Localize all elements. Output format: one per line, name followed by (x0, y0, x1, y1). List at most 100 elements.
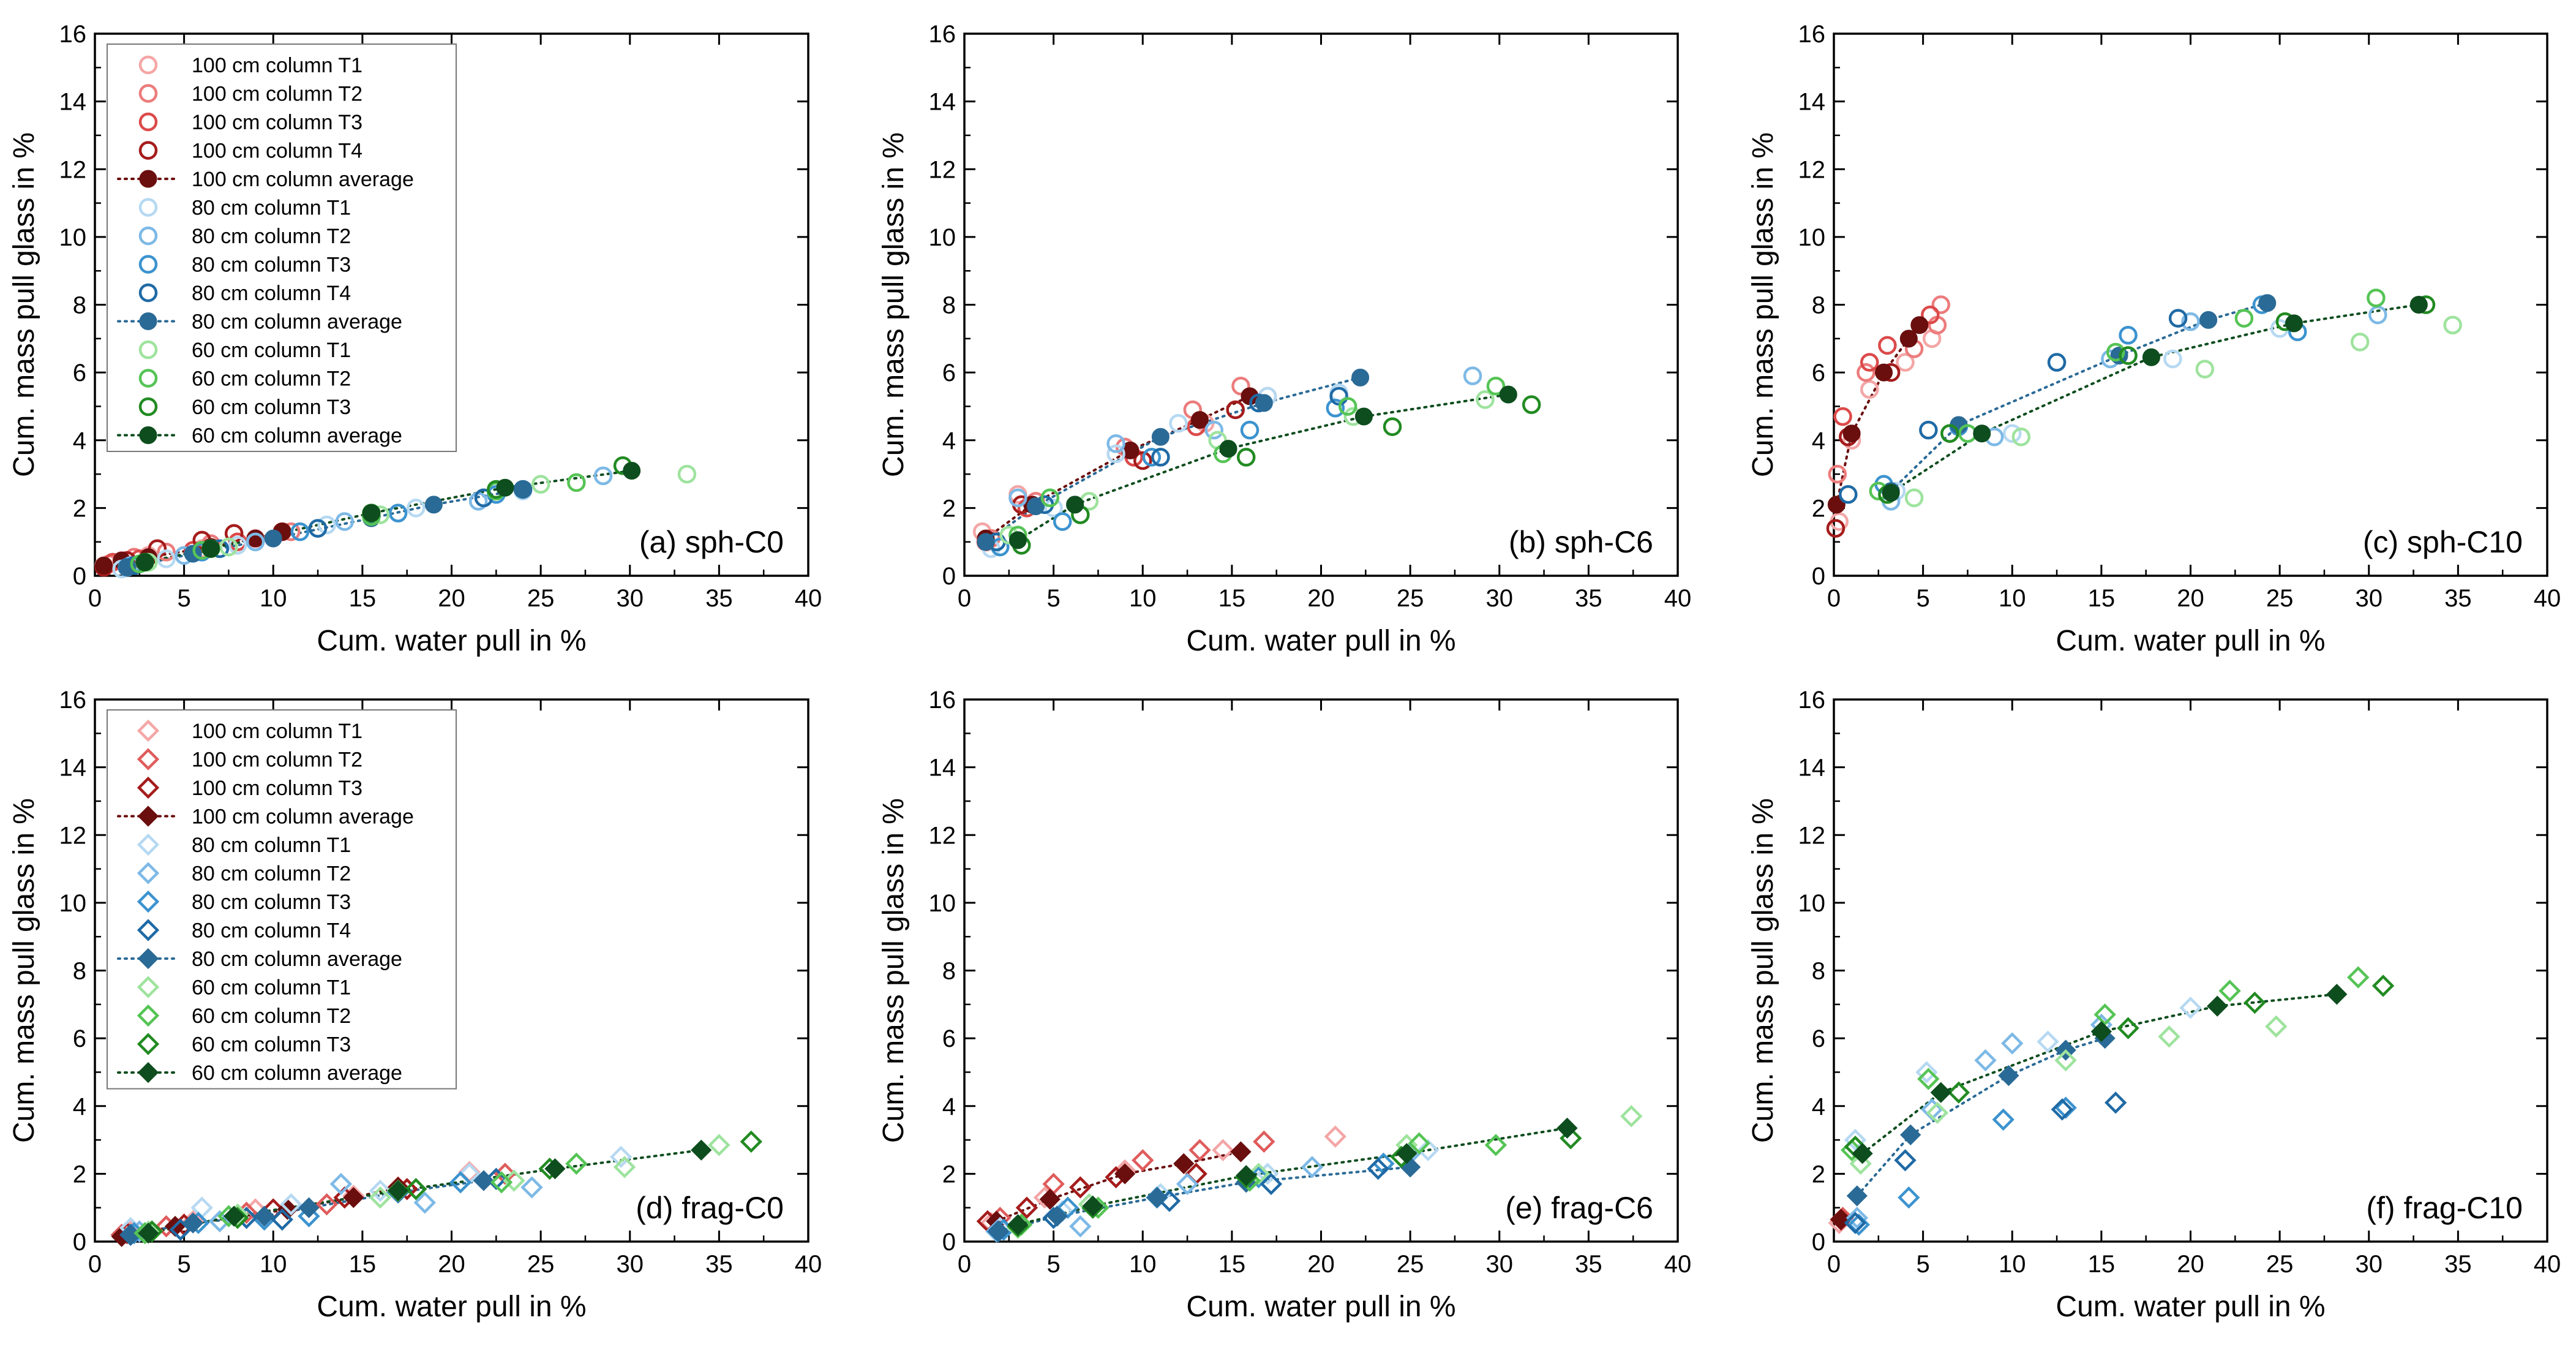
data-point (1176, 1172, 1199, 1196)
legend-marker-swatch (137, 805, 159, 827)
data-point (1826, 519, 1846, 538)
data-point (1417, 1139, 1440, 1161)
data-point (1857, 363, 1876, 382)
data-point (2258, 294, 2277, 312)
legend-label: 80 cm column T2 (192, 862, 351, 886)
data-point (1921, 305, 1940, 325)
data-point (1255, 394, 1273, 412)
data-point (567, 473, 586, 492)
data-point (413, 1191, 436, 1214)
plot-area-frame (963, 698, 1679, 1243)
y-tick-label: 10 (1798, 224, 1826, 251)
data-point (228, 535, 247, 555)
y-tick-label: 6 (942, 1025, 956, 1052)
data-point (1860, 353, 1879, 372)
legend-box (107, 43, 457, 452)
data-point (1230, 1141, 1252, 1163)
legend-marker-swatch (137, 1033, 160, 1055)
x-tick-label: 0 (88, 585, 102, 612)
legend-label: 80 cm column T1 (192, 834, 351, 857)
data-point (290, 522, 310, 541)
legend-label: 60 cm column T3 (192, 396, 351, 419)
chart-panel-1: 0 5 10 15 20 25 30 35 40 0 2 4 6 8 10 12 14 16 Cum. water … (8, 21, 822, 657)
y-tick-label: 16 (1798, 687, 1826, 714)
data-point (317, 515, 336, 535)
data-point (1846, 1207, 1869, 1229)
y-tick-label: 12 (1798, 156, 1826, 183)
data-point (1476, 390, 1495, 409)
y-tick-label: 2 (1812, 1161, 1825, 1188)
panel-label: (a) sph-C0 (639, 525, 784, 559)
x-tick-label: 35 (705, 585, 733, 612)
data-point (740, 1130, 762, 1153)
data-point (1910, 316, 1929, 334)
data-point (369, 1179, 392, 1202)
data-point (138, 1223, 159, 1244)
data-point (1151, 448, 1170, 467)
data-point (1236, 1165, 1257, 1186)
y-tick-label: 12 (929, 156, 956, 183)
x-tick-label: 0 (1827, 585, 1841, 612)
data-point (2104, 1092, 2127, 1114)
legend-entry: 80 cm column T3 (137, 890, 351, 914)
y-tick-label: 12 (929, 822, 956, 849)
data-point (1146, 1186, 1168, 1209)
data-point (2350, 333, 2370, 352)
x-tick-label: 5 (178, 585, 191, 612)
legend-marker-swatch (138, 369, 158, 388)
x-tick-label: 25 (2266, 585, 2294, 612)
legend-label: 100 cm column T2 (192, 83, 362, 106)
series-trend-line (126, 488, 524, 569)
data-point (1484, 1134, 1508, 1156)
y-tick-label: 12 (59, 822, 87, 849)
y-tick-label: 12 (1798, 822, 1826, 849)
y-tick-label: 8 (1812, 958, 1825, 985)
legend-label: 60 cm column T1 (192, 976, 351, 1000)
data-point (1039, 1188, 1061, 1210)
legend-label: 60 cm column average (192, 1062, 402, 1085)
data-point (280, 1193, 302, 1216)
legend: 100 cm column T1 100 cm column T2 100 cm c… (107, 709, 457, 1090)
data-point (335, 512, 354, 531)
data-point (1620, 1105, 1643, 1128)
legend: 100 cm column T1 100 cm column T2 100 cm c… (107, 43, 457, 452)
data-point (1240, 420, 1260, 440)
y-tick-label: 8 (942, 292, 956, 319)
data-point (1354, 407, 1373, 426)
x-tick-label: 5 (1917, 585, 1930, 612)
data-point (2163, 349, 2182, 369)
data-point (1082, 1195, 1103, 1217)
data-point (219, 537, 238, 557)
data-point (1226, 400, 1245, 420)
y-tick-label: 6 (1812, 1025, 1825, 1052)
x-axis-label: Cum. water pull in % (2056, 625, 2325, 657)
data-point (1219, 440, 1237, 458)
data-point (2179, 997, 2202, 1019)
data-point (1860, 380, 1879, 399)
y-tick-label: 14 (929, 755, 956, 782)
plot-area-frame (1833, 698, 2548, 1243)
data-point (2409, 296, 2428, 314)
x-tick-label: 40 (2534, 585, 2561, 612)
y-tick-label: 10 (59, 224, 87, 251)
legend-entry: 60 cm column T2 (138, 368, 351, 391)
data-point (1992, 1108, 2015, 1131)
legend-label: 80 cm column T4 (192, 919, 351, 943)
data-point (1169, 413, 1188, 433)
data-point (2218, 979, 2241, 1002)
data-point (1917, 1068, 1940, 1090)
data-point (308, 519, 328, 538)
data-point (1173, 1153, 1195, 1174)
data-point (1463, 366, 1482, 385)
data-point (1875, 363, 1893, 382)
legend-marker-swatch (137, 1062, 159, 1084)
series-trend-line (1890, 301, 2269, 492)
legend-marker-swatch (138, 283, 158, 303)
x-axis-label: Cum. water pull in % (2056, 1291, 2325, 1323)
data-point (264, 529, 282, 548)
legend-label: 100 cm column T3 (192, 777, 362, 800)
x-tick-label: 10 (1129, 585, 1157, 612)
data-point (1053, 512, 1072, 531)
data-point (1114, 1163, 1136, 1185)
legend-label: 60 cm column T2 (192, 1005, 351, 1028)
